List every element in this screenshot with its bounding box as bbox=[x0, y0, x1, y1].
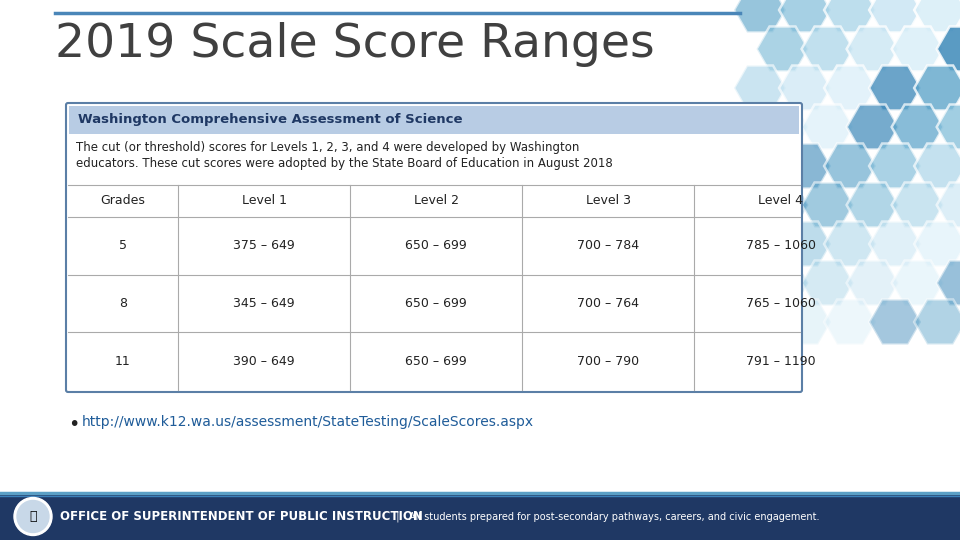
Polygon shape bbox=[802, 183, 853, 227]
Polygon shape bbox=[802, 26, 853, 71]
Polygon shape bbox=[937, 260, 960, 306]
Polygon shape bbox=[869, 221, 921, 267]
Polygon shape bbox=[779, 65, 831, 111]
Text: |   All students prepared for post-secondary pathways, careers, and civic engage: | All students prepared for post-seconda… bbox=[390, 511, 820, 522]
Polygon shape bbox=[892, 183, 944, 227]
Polygon shape bbox=[779, 0, 831, 32]
Polygon shape bbox=[734, 144, 786, 188]
Polygon shape bbox=[802, 260, 853, 306]
Text: Level 1: Level 1 bbox=[242, 194, 286, 207]
Polygon shape bbox=[847, 104, 899, 150]
Polygon shape bbox=[734, 65, 786, 111]
Bar bbox=[69, 106, 799, 134]
Text: OFFICE OF SUPERINTENDENT OF PUBLIC INSTRUCTION: OFFICE OF SUPERINTENDENT OF PUBLIC INSTR… bbox=[60, 510, 422, 523]
Polygon shape bbox=[734, 300, 786, 345]
Text: 8: 8 bbox=[119, 297, 127, 310]
Polygon shape bbox=[779, 300, 831, 345]
Circle shape bbox=[14, 497, 52, 536]
Text: 650 – 699: 650 – 699 bbox=[405, 297, 467, 310]
Polygon shape bbox=[824, 144, 876, 188]
Text: Level 3: Level 3 bbox=[586, 194, 631, 207]
Polygon shape bbox=[847, 183, 899, 227]
Polygon shape bbox=[914, 300, 960, 345]
Text: 🏛: 🏛 bbox=[29, 510, 36, 523]
Polygon shape bbox=[914, 144, 960, 188]
Polygon shape bbox=[914, 221, 960, 267]
Polygon shape bbox=[869, 65, 921, 111]
Text: Washington Comprehensive Assessment of Science: Washington Comprehensive Assessment of S… bbox=[78, 113, 463, 126]
Polygon shape bbox=[734, 0, 786, 32]
Polygon shape bbox=[847, 260, 899, 306]
Polygon shape bbox=[937, 183, 960, 227]
Polygon shape bbox=[734, 221, 786, 267]
Polygon shape bbox=[937, 104, 960, 150]
Text: 650 – 699: 650 – 699 bbox=[405, 355, 467, 368]
Polygon shape bbox=[756, 260, 808, 306]
Text: •: • bbox=[68, 415, 80, 434]
Text: 390 – 649: 390 – 649 bbox=[233, 355, 295, 368]
Polygon shape bbox=[914, 0, 960, 32]
Polygon shape bbox=[892, 26, 944, 71]
Polygon shape bbox=[824, 65, 876, 111]
Text: 11: 11 bbox=[115, 355, 131, 368]
Text: 2019 Scale Score Ranges: 2019 Scale Score Ranges bbox=[55, 22, 655, 67]
Text: 785 – 1060: 785 – 1060 bbox=[746, 239, 816, 252]
Circle shape bbox=[17, 501, 49, 532]
Text: Level 2: Level 2 bbox=[414, 194, 459, 207]
Text: 375 – 649: 375 – 649 bbox=[233, 239, 295, 252]
Text: 345 – 649: 345 – 649 bbox=[233, 297, 295, 310]
Text: 650 – 699: 650 – 699 bbox=[405, 239, 467, 252]
Text: 791 – 1190: 791 – 1190 bbox=[746, 355, 816, 368]
Text: Grades: Grades bbox=[101, 194, 145, 207]
Polygon shape bbox=[756, 104, 808, 150]
Polygon shape bbox=[756, 183, 808, 227]
Polygon shape bbox=[824, 221, 876, 267]
Polygon shape bbox=[824, 0, 876, 32]
Text: The cut (or threshold) scores for Levels 1, 2, 3, and 4 were developed by Washin: The cut (or threshold) scores for Levels… bbox=[76, 141, 580, 154]
Text: 765 – 1060: 765 – 1060 bbox=[746, 297, 816, 310]
Text: educators. These cut scores were adopted by the State Board of Education in Augu: educators. These cut scores were adopted… bbox=[76, 157, 612, 170]
Polygon shape bbox=[779, 144, 831, 188]
Polygon shape bbox=[869, 0, 921, 32]
Bar bbox=[0, 493, 960, 540]
Text: Level 4: Level 4 bbox=[758, 194, 804, 207]
Polygon shape bbox=[779, 221, 831, 267]
FancyBboxPatch shape bbox=[66, 103, 802, 392]
Text: http://www.k12.wa.us/assessment/StateTesting/ScaleScores.aspx: http://www.k12.wa.us/assessment/StateTes… bbox=[82, 415, 534, 429]
Text: 700 – 784: 700 – 784 bbox=[577, 239, 639, 252]
Polygon shape bbox=[802, 104, 853, 150]
Polygon shape bbox=[892, 260, 944, 306]
Text: 700 – 790: 700 – 790 bbox=[577, 355, 639, 368]
Polygon shape bbox=[937, 26, 960, 71]
Polygon shape bbox=[892, 104, 944, 150]
Polygon shape bbox=[756, 26, 808, 71]
Polygon shape bbox=[824, 300, 876, 345]
Polygon shape bbox=[914, 65, 960, 111]
Text: 700 – 764: 700 – 764 bbox=[577, 297, 639, 310]
Text: 5: 5 bbox=[119, 239, 127, 252]
Polygon shape bbox=[869, 144, 921, 188]
Polygon shape bbox=[847, 26, 899, 71]
Polygon shape bbox=[869, 300, 921, 345]
